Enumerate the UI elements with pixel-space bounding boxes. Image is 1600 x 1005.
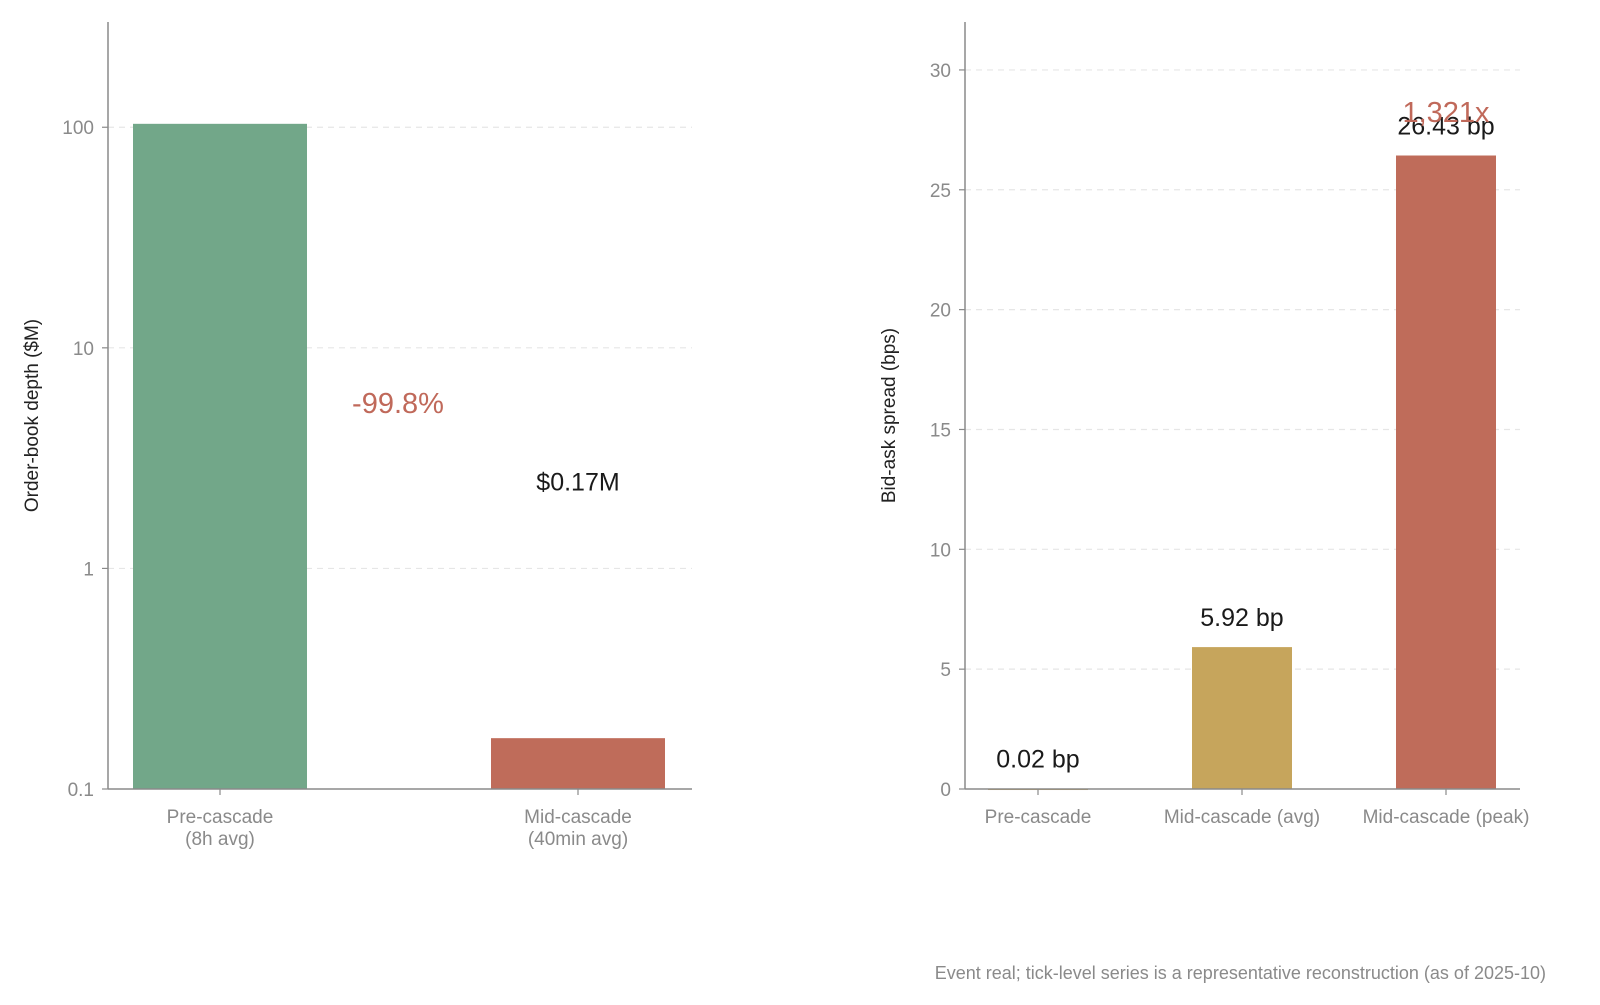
- x-tick-label: Pre-cascade: [985, 807, 1092, 828]
- y-tick-label: 10: [930, 540, 951, 561]
- value-label: $0.17M: [536, 468, 619, 496]
- y-tick-label: 0.1: [68, 780, 94, 801]
- bar: [133, 123, 307, 790]
- change-annotation: 1,321x: [1402, 97, 1490, 129]
- spread-chart: 0 5 10 15 20 25 30 Pre-cascade Mid-cascade (avg)…: [879, 22, 1529, 828]
- y-axis-label: Bid-ask spread (bps): [879, 328, 900, 503]
- x-tick-label: (40min avg): [528, 829, 628, 850]
- y-tick-label: 1: [83, 559, 94, 580]
- footnote: Event real; tick-level series is a repre…: [934, 963, 1546, 983]
- value-label: 5.92 bp: [1200, 604, 1283, 632]
- x-tick-label: Mid-cascade (peak): [1363, 807, 1530, 828]
- y-tick-label: 100: [62, 118, 94, 139]
- y-tick-label: 0: [940, 780, 951, 801]
- y-tick-label: 20: [930, 301, 951, 322]
- value-label: 26.43 bp: [1397, 113, 1494, 141]
- y-tick-label: 15: [930, 420, 951, 441]
- bar: [491, 738, 665, 789]
- x-tick-label: Pre-cascade: [167, 807, 274, 828]
- y-tick-label: 10: [73, 339, 94, 360]
- y-tick-label: 30: [930, 61, 951, 82]
- y-axis-label: Order-book depth ($M): [22, 319, 43, 512]
- value-label: 0.02 bp: [996, 746, 1079, 774]
- x-tick-label: Mid-cascade (avg): [1164, 807, 1320, 828]
- bar: [1192, 647, 1292, 789]
- x-tick-label: (8h avg): [185, 829, 255, 850]
- bar: [1396, 155, 1496, 790]
- y-tick-label: 25: [930, 181, 951, 202]
- y-tick-label: 5: [940, 660, 951, 681]
- depth-chart: 0.1 1 10 100 Pre-cascade(8h avg) Mid-cascade(…: [22, 22, 692, 850]
- change-annotation: -99.8%: [352, 388, 444, 420]
- x-tick-label: Mid-cascade: [524, 807, 632, 828]
